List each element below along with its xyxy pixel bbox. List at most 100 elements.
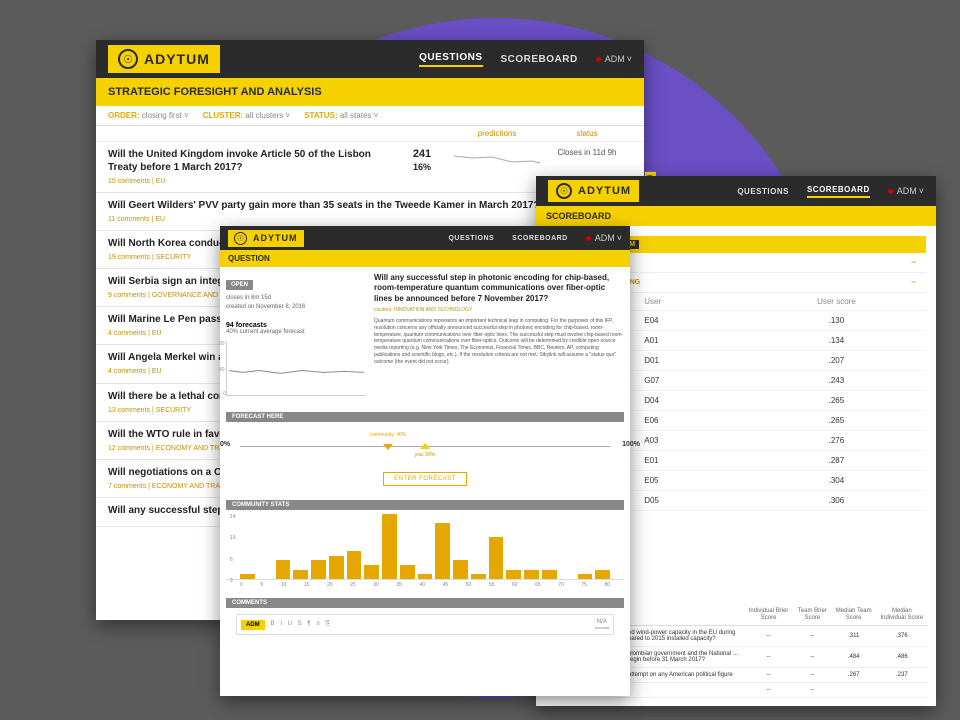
comment-input[interactable]: ADM B I U S ¶ ≡ ⎘ N/A forecast (236, 614, 614, 635)
hist-bar (364, 565, 379, 579)
slider-community-marker (383, 444, 393, 450)
nav-scoreboard[interactable]: SCOREBOARD (807, 185, 870, 198)
logo-icon: ☉ (556, 183, 572, 199)
hist-y-axis: 261014 (230, 514, 236, 584)
slider-you-label: you: 50% (415, 452, 436, 458)
comments-section: COMMENTS ADM B I U S ¶ ≡ ⎘ N/A forecast (226, 598, 624, 641)
hist-bar (453, 560, 468, 579)
hist-bar (382, 514, 397, 579)
nav-user[interactable]: ADM ˅ (888, 186, 924, 196)
score-row: …ed wind-power capacity in the EU during… (618, 626, 928, 647)
nav-questions[interactable]: QUESTIONS (419, 52, 482, 67)
enter-forecast-button[interactable]: ENTER FORECAST (383, 472, 467, 486)
hist-bar (240, 574, 255, 579)
question-title: Will the United Kingdom invoke Article 5… (108, 148, 392, 186)
score-row: ---- (618, 683, 928, 698)
logo-text: ADYTUM (144, 51, 210, 67)
score-row: …attempt on any American political figur… (618, 668, 928, 683)
filter-order-value[interactable]: closing first (142, 111, 182, 120)
col-predictions: predictions (452, 129, 542, 138)
meta-closes: closes in 8m 15d (226, 294, 366, 303)
histogram (226, 510, 624, 580)
nav-questions[interactable]: QUESTIONS (448, 235, 494, 242)
slider-you-marker[interactable] (420, 443, 430, 449)
header-bar: ☉ ADYTUM QUESTIONS SCOREBOARD ADM ˅ (220, 226, 630, 250)
filter-order-label: ORDER: (108, 111, 140, 120)
nav-user-label: ADM (605, 54, 625, 64)
forecast-section: FORECAST HERE 0% 100% community: 40% you… (226, 412, 624, 496)
hist-bar (471, 574, 486, 579)
ranking-value: -- (911, 279, 916, 286)
brier-value: -- (911, 259, 916, 266)
meta-created: created on November 8, 2016 (226, 303, 366, 312)
nav-user[interactable]: ADM ˅ (586, 233, 622, 243)
forecast-section-header: FORECAST HERE (226, 412, 624, 422)
hist-bar (311, 560, 326, 579)
detail-left: OPEN closes in 8m 15d created on Novembe… (226, 273, 366, 402)
hist-bar (418, 574, 433, 579)
column-headers: predictions status (96, 126, 644, 142)
slider-box: 0% 100% community: 40% you: 50% ENTER FO… (226, 422, 624, 496)
logo-text: ADYTUM (253, 233, 298, 243)
nav-scoreboard[interactable]: SCOREBOARD (512, 235, 568, 242)
nav-questions[interactable]: QUESTIONS (737, 187, 789, 196)
open-badge: OPEN (226, 280, 253, 290)
hist-bar (595, 570, 610, 579)
stats-section-header: COMMUNITY STATS (226, 500, 624, 510)
notif-dot (596, 57, 601, 62)
logo[interactable]: ☉ ADYTUM (108, 45, 220, 73)
mini-chart: 80 40 0 (226, 341, 366, 396)
hist-bar (506, 570, 521, 579)
nav: QUESTIONS SCOREBOARD ADM ˅ (419, 52, 632, 67)
question-detail-panel: ☉ ADYTUM QUESTIONS SCOREBOARD ADM ˅ QUES… (220, 226, 630, 696)
question-cluster: clusters: INNOVATION AND TECHNOLOGY (374, 307, 624, 313)
comment-forecast-na: N/A forecast (595, 619, 609, 630)
comments-box: ADM B I U S ¶ ≡ ⎘ N/A forecast (226, 608, 624, 641)
hist-bar (435, 523, 450, 579)
slider-right: 100% (622, 441, 640, 448)
header-bar: ☉ ADYTUM QUESTIONS SCOREBOARD ADM ˅ (96, 40, 644, 78)
page-title: QUESTION (220, 250, 630, 267)
page-title: SCOREBOARD (536, 206, 936, 226)
col-user: User (634, 293, 747, 311)
question-meta: 15 comments | EU (108, 177, 392, 186)
comment-toolbar[interactable]: B I U S ¶ ≡ ⎘ (271, 621, 333, 628)
nav-scoreboard[interactable]: SCOREBOARD (501, 54, 578, 65)
comment-na-sub: forecast (595, 625, 609, 630)
score-row: …olombian government and the National …y… (618, 647, 928, 668)
comment-user-badge: ADM (241, 620, 265, 630)
col-score: User score (747, 293, 926, 311)
nav-user[interactable]: ADM ˅ (596, 54, 632, 64)
filter-cluster-value[interactable]: all clusters (245, 111, 283, 120)
forecast-count: 94 forecasts (226, 322, 366, 329)
question-stats: 24116% (392, 148, 452, 172)
logo[interactable]: ☉ ADYTUM (228, 230, 304, 247)
question-description: Quantum communications represents an imp… (374, 318, 624, 365)
logo[interactable]: ☉ ADYTUM (548, 180, 639, 202)
hist-bar (489, 537, 504, 579)
logo-text: ADYTUM (578, 185, 631, 197)
hist-x-axis: 05101520253035404550556065707580 (226, 580, 624, 594)
slider[interactable]: 0% 100% community: 40% you: 50% (240, 446, 610, 447)
hist-bar (400, 565, 415, 579)
nav-user-label: ADM (595, 233, 615, 243)
score-table: Individual Brier ScoreTeam Brier ScoreMe… (618, 605, 928, 698)
hist-bar (542, 570, 557, 579)
notif-dot (586, 236, 591, 241)
hist-bar (293, 570, 308, 579)
slider-community-label: community: 40% (370, 432, 407, 438)
filter-status-value[interactable]: all states (340, 111, 372, 120)
col-status: status (542, 129, 632, 138)
filter-cluster-label: CLUSTER: (203, 111, 243, 120)
nav: QUESTIONS SCOREBOARD ADM ˅ (448, 233, 622, 243)
forecast-avg: 40% current average forecast (226, 329, 366, 335)
question-title: Will Geert Wilders' PVV party gain more … (108, 199, 572, 224)
question-meta: 11 comments | EU (108, 215, 572, 224)
logo-icon: ☉ (234, 232, 247, 245)
logo-icon: ☉ (118, 49, 138, 69)
nav-user-label: ADM (897, 186, 917, 196)
detail-body: OPEN closes in 8m 15d created on Novembe… (220, 267, 630, 408)
filter-status-label: STATUS: (304, 111, 337, 120)
hist-bar (329, 556, 344, 579)
hist-bar (524, 570, 539, 579)
